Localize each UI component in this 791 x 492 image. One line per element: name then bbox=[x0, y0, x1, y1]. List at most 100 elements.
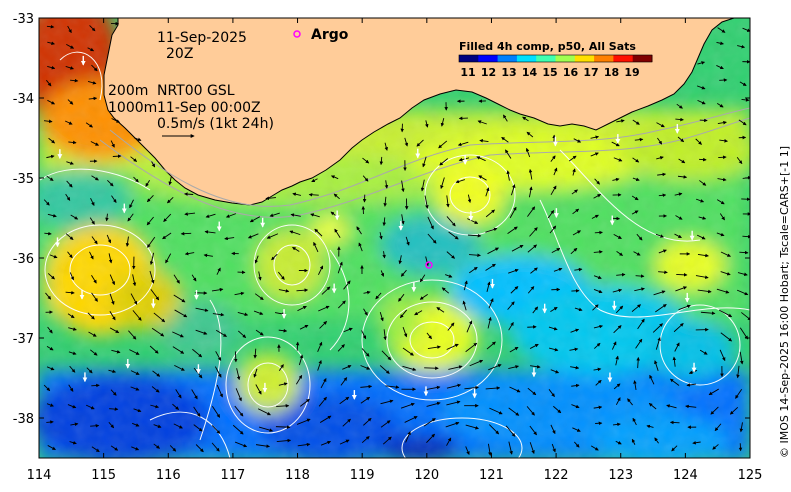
colorbar-tick-label: 14 bbox=[522, 66, 538, 79]
velocity-arrow bbox=[110, 389, 117, 396]
velocity-arrow bbox=[402, 365, 417, 371]
velocity-arrow bbox=[487, 316, 492, 329]
velocity-arrow bbox=[297, 442, 311, 447]
velocity-arrow bbox=[550, 185, 557, 196]
colorbar-swatch bbox=[497, 55, 518, 62]
velocity-arrow bbox=[574, 307, 583, 312]
velocity-arrow bbox=[361, 330, 367, 340]
time-label: 20Z bbox=[166, 46, 193, 62]
velocity-arrow bbox=[522, 116, 529, 122]
landmass bbox=[103, 18, 735, 206]
velocity-arrow bbox=[440, 177, 445, 190]
velocity-arrow bbox=[503, 114, 508, 122]
velocity-arrow bbox=[193, 406, 201, 418]
velocity-arrow bbox=[714, 423, 722, 432]
velocity-arrow bbox=[631, 304, 641, 312]
velocity-arrow bbox=[547, 210, 555, 219]
velocity-arrow bbox=[150, 404, 159, 409]
velocity-arrow bbox=[296, 288, 309, 292]
velocity-arrow bbox=[656, 122, 665, 128]
velocity-arrow bbox=[414, 310, 423, 316]
velocity-arrow bbox=[485, 263, 496, 271]
velocity-arrow bbox=[615, 305, 624, 314]
argo-marker-legend[interactable] bbox=[293, 30, 301, 38]
velocity-arrow bbox=[212, 312, 225, 317]
y-tick-label: -33 bbox=[13, 12, 34, 27]
velocity-arrow bbox=[111, 195, 117, 203]
velocity-arrow bbox=[47, 65, 56, 70]
velocity-arrow bbox=[398, 255, 402, 265]
velocity-arrow bbox=[633, 251, 641, 256]
velocity-arrow bbox=[695, 275, 709, 279]
argo-marker-float[interactable] bbox=[425, 261, 433, 269]
velocity-arrow bbox=[553, 167, 558, 176]
x-tick-label: 121 bbox=[479, 468, 504, 483]
velocity-arrow bbox=[593, 250, 603, 254]
velocity-arrow bbox=[249, 216, 261, 223]
colorbar-swatch bbox=[632, 55, 653, 62]
velocity-arrow bbox=[637, 318, 645, 330]
velocity-arrows bbox=[43, 21, 750, 456]
velocity-arrow bbox=[739, 327, 749, 340]
velocity-arrow bbox=[91, 236, 98, 245]
velocity-arrow bbox=[43, 199, 50, 206]
velocity-arrow bbox=[133, 176, 139, 183]
velocity-arrow bbox=[572, 427, 581, 432]
velocity-arrow bbox=[132, 422, 140, 427]
velocity-arrow bbox=[458, 157, 470, 162]
velocity-arrow bbox=[612, 177, 620, 182]
velocity-arrow bbox=[594, 178, 600, 185]
velocity-arrow bbox=[590, 152, 599, 157]
velocity-arrow bbox=[254, 293, 264, 301]
velocity-arrow bbox=[46, 366, 55, 371]
velocity-arrow bbox=[129, 199, 134, 209]
velocity-arrow bbox=[64, 120, 73, 125]
velocity-arrow bbox=[697, 253, 709, 258]
velocity-arrow bbox=[527, 206, 536, 217]
velocity-arrow bbox=[508, 321, 514, 331]
velocity-arrow bbox=[379, 365, 390, 374]
velocity-arrow bbox=[594, 342, 601, 349]
isobaths bbox=[99, 107, 750, 218]
x-tick-label: 117 bbox=[220, 468, 245, 483]
velocity-arrow bbox=[591, 214, 599, 219]
velocity-arrow bbox=[311, 178, 318, 183]
velocity-arrow bbox=[551, 443, 556, 453]
velocity-arrow bbox=[509, 386, 521, 393]
velocity-arrow bbox=[152, 370, 161, 377]
velocity-arrow bbox=[501, 136, 509, 143]
velocity-arrow bbox=[382, 217, 387, 227]
velocity-arrow bbox=[465, 424, 479, 430]
velocity-arrow bbox=[106, 234, 112, 244]
velocity-arrow bbox=[67, 25, 72, 34]
velocity-arrow bbox=[360, 365, 371, 370]
velocity-arrow bbox=[530, 267, 538, 274]
velocity-arrow bbox=[70, 78, 79, 83]
x-tick-label: 116 bbox=[156, 468, 181, 483]
velocity-arrow bbox=[656, 156, 664, 160]
velocity-arrow bbox=[254, 255, 259, 264]
velocity-arrow bbox=[739, 351, 744, 365]
x-tick-label: 115 bbox=[91, 468, 116, 483]
velocity-arrow bbox=[632, 157, 640, 163]
velocity-arrow bbox=[271, 253, 278, 261]
velocity-arrow bbox=[232, 424, 244, 435]
velocity-arrow bbox=[446, 216, 456, 227]
velocity-arrow bbox=[508, 441, 513, 455]
velocity-arrow bbox=[648, 403, 657, 410]
colorbar-swatches bbox=[458, 54, 653, 63]
velocity-arrow bbox=[419, 274, 426, 283]
product-label: NRT00 GSL bbox=[157, 83, 235, 99]
velocity-arrow bbox=[677, 175, 688, 179]
velocity-arrow bbox=[109, 274, 115, 286]
velocity-arrow bbox=[570, 328, 580, 333]
velocity-arrow bbox=[361, 348, 370, 357]
colorbar-outline bbox=[458, 54, 653, 63]
colorbar-tick-label: 17 bbox=[583, 66, 598, 79]
velocity-arrow bbox=[590, 135, 600, 139]
velocity-arrow bbox=[422, 156, 427, 168]
velocity-arrow bbox=[548, 326, 558, 331]
velocity-arrow bbox=[65, 290, 75, 295]
velocity-arrow bbox=[317, 265, 324, 275]
credit-text-container: © IMOS 14-Sep-2025 16:00 Hobart; Tscale=… bbox=[768, 18, 791, 458]
